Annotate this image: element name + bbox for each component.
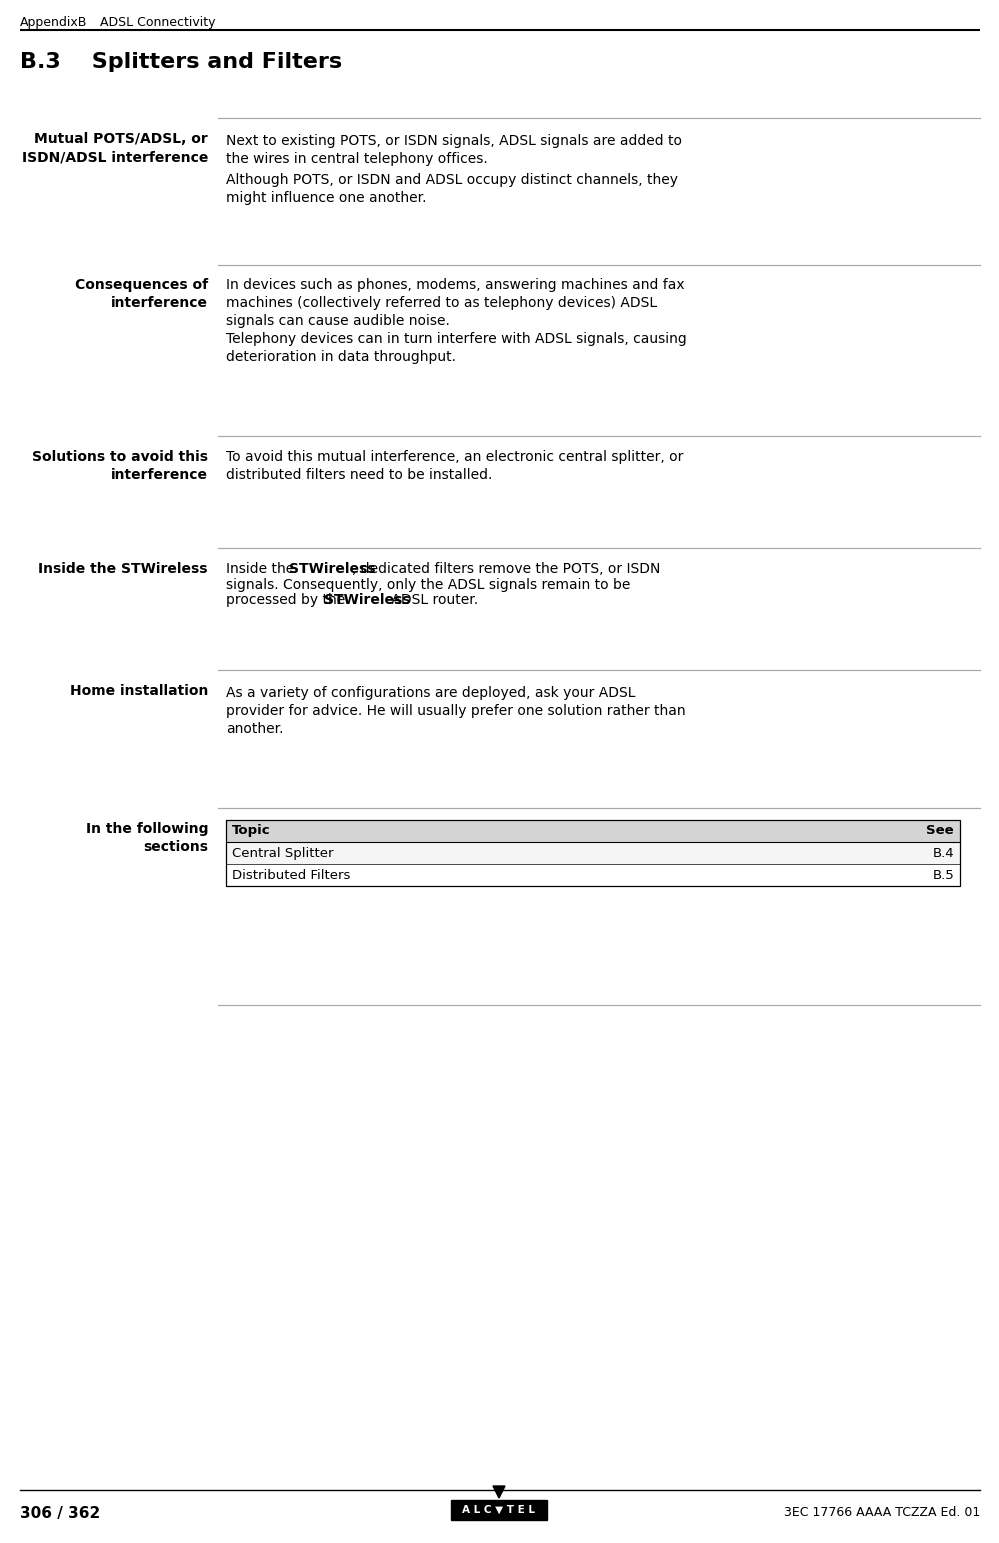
Text: 306 / 362: 306 / 362 (20, 1506, 100, 1521)
Bar (226, 864, 960, 886)
Text: ADSL Connectivity: ADSL Connectivity (100, 15, 216, 29)
Text: Mutual POTS/ADSL, or
ISDN/ADSL interference: Mutual POTS/ADSL, or ISDN/ADSL interfere… (22, 133, 208, 165)
Text: Inside the: Inside the (226, 562, 299, 576)
Text: As a variety of configurations are deployed, ask your ADSL
provider for advice. : As a variety of configurations are deplo… (226, 687, 685, 736)
Text: See: See (926, 824, 954, 836)
Polygon shape (493, 1486, 505, 1498)
Bar (226, 842, 960, 864)
Text: STWireless: STWireless (324, 593, 411, 606)
Text: Telephony devices can in turn interfere with ADSL signals, causing
deterioration: Telephony devices can in turn interfere … (226, 332, 686, 364)
Text: processed by the: processed by the (226, 593, 350, 606)
Bar (226, 819, 960, 842)
Text: Next to existing POTS, or ISDN signals, ADSL signals are added to
the wires in c: Next to existing POTS, or ISDN signals, … (226, 134, 682, 165)
Text: Distributed Filters: Distributed Filters (232, 869, 351, 883)
Text: In devices such as phones, modems, answering machines and fax
machines (collecti: In devices such as phones, modems, answe… (226, 278, 684, 327)
Text: To avoid this mutual interference, an electronic central splitter, or
distribute: To avoid this mutual interference, an el… (226, 451, 683, 481)
Text: AppendixB: AppendixB (20, 15, 87, 29)
Text: ADSL router.: ADSL router. (387, 593, 478, 606)
Text: Home installation: Home installation (70, 684, 208, 697)
Text: Topic: Topic (232, 824, 271, 836)
Bar (226, 819, 960, 886)
Text: A L C ▼ T E L: A L C ▼ T E L (463, 1504, 535, 1515)
Text: , dedicated filters remove the POTS, or ISDN: , dedicated filters remove the POTS, or … (353, 562, 660, 576)
Text: STWireless: STWireless (290, 562, 376, 576)
Text: Solutions to avoid this
interference: Solutions to avoid this interference (32, 451, 208, 483)
Text: B.5: B.5 (932, 869, 954, 883)
Text: B.3    Splitters and Filters: B.3 Splitters and Filters (20, 52, 342, 73)
Text: 3EC 17766 AAAA TCZZA Ed. 01: 3EC 17766 AAAA TCZZA Ed. 01 (784, 1506, 980, 1518)
Text: Central Splitter: Central Splitter (232, 847, 334, 859)
Text: Consequences of
interference: Consequences of interference (75, 278, 208, 310)
Text: Inside the STWireless: Inside the STWireless (39, 562, 208, 576)
Bar (451, 1500, 547, 1520)
Text: Although POTS, or ISDN and ADSL occupy distinct channels, they
might influence o: Although POTS, or ISDN and ADSL occupy d… (226, 173, 678, 205)
Text: signals. Consequently, only the ADSL signals remain to be: signals. Consequently, only the ADSL sig… (226, 577, 630, 591)
Text: In the following
sections: In the following sections (86, 822, 208, 855)
Text: B.4: B.4 (932, 847, 954, 859)
